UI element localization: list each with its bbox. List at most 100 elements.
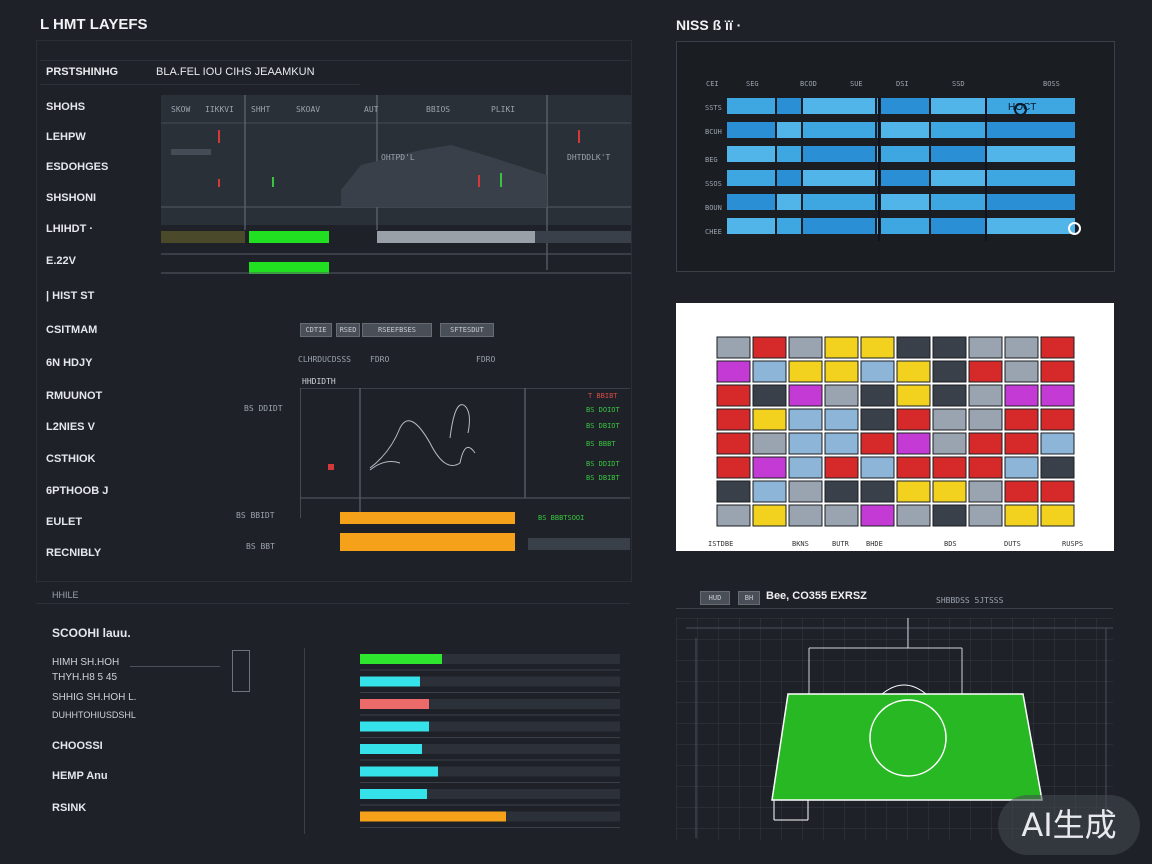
blue-cell <box>987 98 1075 114</box>
blue-col-label: SSD <box>952 80 965 88</box>
sidebar-item[interactable]: RECNIBLY <box>46 547 102 559</box>
mid-chart-tab[interactable]: FDRO <box>476 355 496 364</box>
grid-cell <box>1040 456 1075 479</box>
left-main-panel <box>36 40 632 582</box>
grid-cell <box>860 480 895 503</box>
blue-cell <box>931 98 985 114</box>
bottom-left-slider[interactable] <box>232 650 250 692</box>
bottom-left-item[interactable]: RSINK <box>52 802 87 814</box>
pitch-tab[interactable]: BH <box>738 591 760 605</box>
grid-cell <box>1040 360 1075 383</box>
target-icon <box>1014 103 1027 116</box>
top-chart-col-label: SKOW <box>171 105 191 114</box>
bar <box>360 744 422 754</box>
sidebar-item[interactable]: | HIST ST <box>46 290 95 302</box>
mid-chart <box>299 387 630 553</box>
mid-chart-tab[interactable]: FDRO <box>370 355 390 364</box>
bottom-left-item[interactable]: CHOOSSI <box>52 740 103 752</box>
pitch-extra: SHBBDSS 5JTSSS <box>936 596 1004 605</box>
blue-cell <box>777 218 801 234</box>
grid-cell <box>752 432 787 455</box>
sidebar-item[interactable]: L2NIES V <box>46 421 95 433</box>
blue-cell <box>987 194 1075 210</box>
grid-cell <box>716 408 751 431</box>
grid-cell <box>1040 432 1075 455</box>
bar-track <box>360 789 620 799</box>
grid-cell <box>896 360 931 383</box>
top-chart-col-label: IIKKVI <box>205 105 234 114</box>
top-chart: SKOW IIKKVI SHHT SKOAV AUT BBIOS PLIKI O… <box>161 95 631 275</box>
grid-cell <box>932 432 967 455</box>
grid-cell <box>968 456 1003 479</box>
blue-cell <box>777 146 801 162</box>
right-title: NISS ß ïï · <box>676 17 742 33</box>
blue-cell <box>931 170 985 186</box>
pitch-title: Bee, CO355 EXRSZ <box>766 590 867 602</box>
blue-cell <box>987 122 1075 138</box>
grid-cell <box>860 432 895 455</box>
bottom-left-bars <box>360 650 620 835</box>
bottom-left-item[interactable]: HEMP Anu <box>52 770 108 782</box>
bar <box>360 654 442 664</box>
tab[interactable]: RSEEFBSES <box>362 323 432 337</box>
sidebar-item[interactable]: CSTHIOK <box>46 453 96 465</box>
sidebar-item[interactable]: SHOHS <box>46 101 86 113</box>
grid-cell <box>1004 456 1039 479</box>
sidebar-item[interactable]: EULET <box>46 516 83 528</box>
tab[interactable]: CDTIE <box>300 323 332 337</box>
grid-cell <box>716 336 751 359</box>
blue-cell <box>931 146 985 162</box>
bottom-left-sub: THYH.H8 5 45 <box>52 672 118 683</box>
grid-cell <box>824 432 859 455</box>
bar-track <box>360 654 620 664</box>
bar <box>360 676 420 687</box>
blue-cell <box>777 194 801 210</box>
tab[interactable]: RSED <box>336 323 360 337</box>
blue-cell <box>727 122 775 138</box>
grid-cell <box>860 408 895 431</box>
blue-col-label: DSI <box>896 80 909 88</box>
grid-cell <box>1004 408 1039 431</box>
blue-row-label: BCUH <box>705 128 722 136</box>
blue-cell <box>987 170 1075 186</box>
sidebar-item[interactable]: 6PTHOOB J <box>46 485 109 497</box>
bar <box>360 766 438 777</box>
grid-cell <box>860 336 895 359</box>
sidebar-item[interactable]: E.22V <box>46 255 76 267</box>
sidebar-item[interactable]: RMUUNOT <box>46 390 103 402</box>
blue-col-label: CEI <box>706 80 719 88</box>
grid-cell <box>788 408 823 431</box>
mid-chart-tab[interactable]: CLHRDUCDSSS <box>298 355 351 364</box>
tab[interactable]: SFTESDUT <box>440 323 494 337</box>
blue-col-label: BCOD <box>800 80 817 88</box>
grid-cell <box>716 384 751 407</box>
top-chart-col-label: SHHT <box>251 105 271 114</box>
sidebar-item[interactable]: SHSHONI <box>46 192 97 204</box>
grid-cell <box>1040 384 1075 407</box>
grid-cell <box>1040 504 1075 527</box>
blue-cell <box>987 146 1075 162</box>
blue-cell <box>803 98 875 114</box>
grid-cell <box>896 504 931 527</box>
sidebar-item[interactable]: LEHPW <box>46 131 86 143</box>
blue-cell <box>881 122 929 138</box>
bar-track <box>360 721 620 732</box>
grid-cell <box>932 480 967 503</box>
grid-x-label: BUTR <box>832 540 849 548</box>
sidebar-item[interactable]: LHIHDT · <box>46 223 94 235</box>
grid-cell <box>752 456 787 479</box>
grid-cell <box>1040 336 1075 359</box>
sidebar-item[interactable]: CSITMAM <box>46 324 98 336</box>
pitch-tab[interactable]: HUD <box>700 591 730 605</box>
grid-cell <box>932 336 967 359</box>
sidebar-item[interactable]: ESDOHGES <box>46 161 109 173</box>
bottom-left-sub: HIMH SH.HOH <box>52 657 120 668</box>
mid-chart-title: HHDIDTH <box>302 377 336 386</box>
grid-cell <box>824 480 859 503</box>
grid-cell <box>932 384 967 407</box>
grid-cell <box>896 384 931 407</box>
grid-cell <box>824 360 859 383</box>
bar-track <box>360 766 620 777</box>
blue-grid <box>726 97 1078 241</box>
sidebar-item[interactable]: 6N HDJY <box>46 357 93 369</box>
